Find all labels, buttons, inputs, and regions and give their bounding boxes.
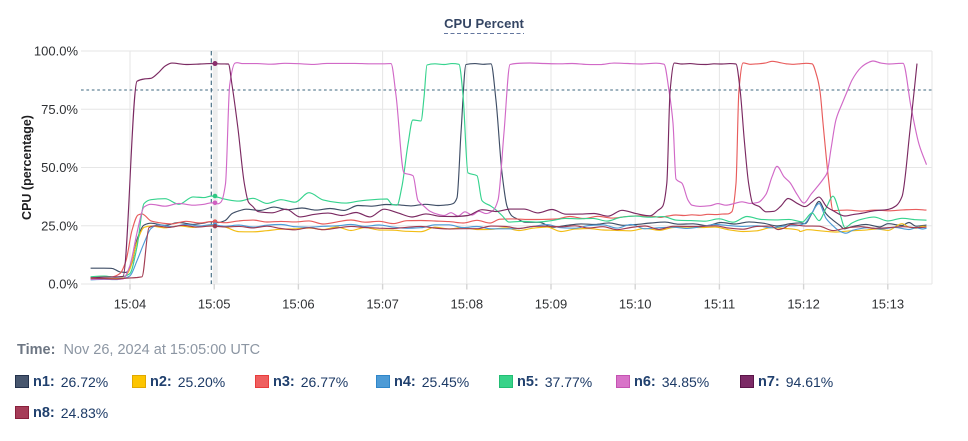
svg-text:75.0%: 75.0% xyxy=(41,102,78,117)
svg-text:25.0%: 25.0% xyxy=(41,218,78,233)
svg-text:15:11: 15:11 xyxy=(704,297,736,312)
svg-text:CPU (percentage): CPU (percentage) xyxy=(20,115,34,220)
svg-text:50.0%: 50.0% xyxy=(41,160,78,175)
svg-text:15:09: 15:09 xyxy=(535,297,568,312)
svg-text:100.0%: 100.0% xyxy=(34,44,79,59)
svg-text:15:10: 15:10 xyxy=(619,297,652,312)
svg-text:15:08: 15:08 xyxy=(451,297,484,312)
svg-text:15:05: 15:05 xyxy=(198,297,231,312)
svg-text:15:07: 15:07 xyxy=(366,297,399,312)
svg-text:15:06: 15:06 xyxy=(282,297,315,312)
svg-text:15:12: 15:12 xyxy=(787,297,820,312)
svg-text:0.0%: 0.0% xyxy=(48,277,78,292)
svg-text:15:13: 15:13 xyxy=(872,297,905,312)
svg-text:15:04: 15:04 xyxy=(114,297,147,312)
